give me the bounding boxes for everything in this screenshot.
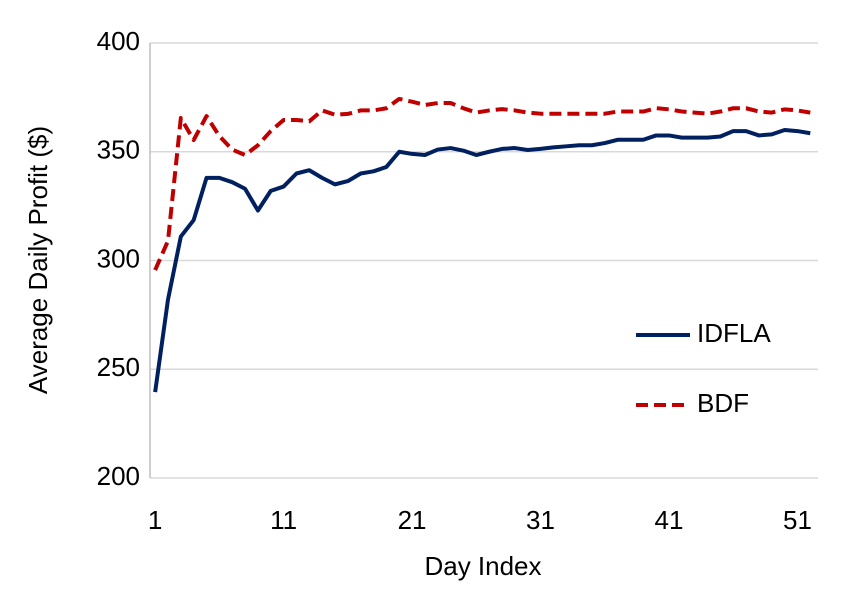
x-tick-label: 51 [783, 505, 812, 535]
y-axis-title: Average Daily Profit ($) [23, 126, 53, 394]
y-tick-label: 200 [97, 461, 140, 491]
x-tick-label: 21 [398, 505, 427, 535]
x-tick-label: 11 [270, 505, 297, 535]
legend-label: IDFLA [697, 318, 771, 348]
y-tick-label: 350 [97, 135, 140, 165]
x-tick-label: 1 [148, 505, 162, 535]
x-tick-label: 41 [655, 505, 684, 535]
x-axis-title: Day Index [424, 551, 541, 581]
y-tick-label: 250 [97, 352, 140, 382]
x-tick-label: 31 [526, 505, 555, 535]
y-tick-label: 400 [97, 26, 140, 56]
series-line [153, 128, 811, 393]
legend-label: BDF [697, 388, 749, 418]
y-tick-label: 300 [97, 243, 140, 273]
series-line [153, 96, 811, 271]
